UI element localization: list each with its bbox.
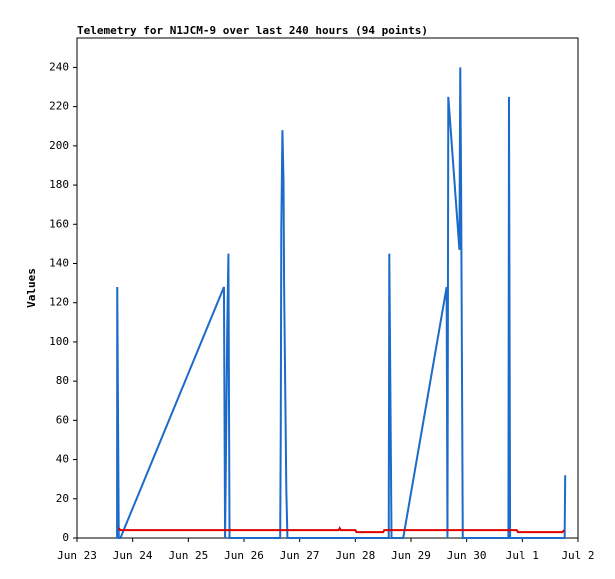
x-tick-label: Jun 28 [335,549,375,562]
y-axis-label: Values [25,268,38,308]
series-line [117,526,565,534]
y-tick-label: 160 [49,217,69,230]
series-line [116,67,567,539]
x-tick-label: Jun 26 [224,549,264,562]
y-tick-label: 240 [49,60,69,73]
x-tick-label: Jun 30 [447,549,487,562]
x-tick-label: Jun 23 [57,549,97,562]
x-tick-label: Jun 25 [168,549,208,562]
y-tick-label: 80 [56,374,69,387]
y-tick-label: 200 [49,139,69,152]
y-tick-label: 100 [49,335,69,348]
x-tick-label: Jun 24 [113,549,153,562]
y-tick-label: 180 [49,178,69,191]
y-tick-label: 0 [62,531,69,544]
y-tick-label: 120 [49,296,69,309]
x-tick-label: Jul 2 [561,549,594,562]
y-tick-label: 40 [56,453,69,466]
chart-title: Telemetry for N1JCM-9 over last 240 hour… [77,24,428,37]
y-tick-label: 60 [56,413,69,426]
x-tick-label: Jun 27 [280,549,320,562]
y-tick-label: 20 [56,492,69,505]
y-tick-label: 140 [49,256,69,269]
x-tick-label: Jul 1 [506,549,539,562]
x-tick-label: Jun 29 [391,549,431,562]
y-tick-label: 220 [49,100,69,113]
